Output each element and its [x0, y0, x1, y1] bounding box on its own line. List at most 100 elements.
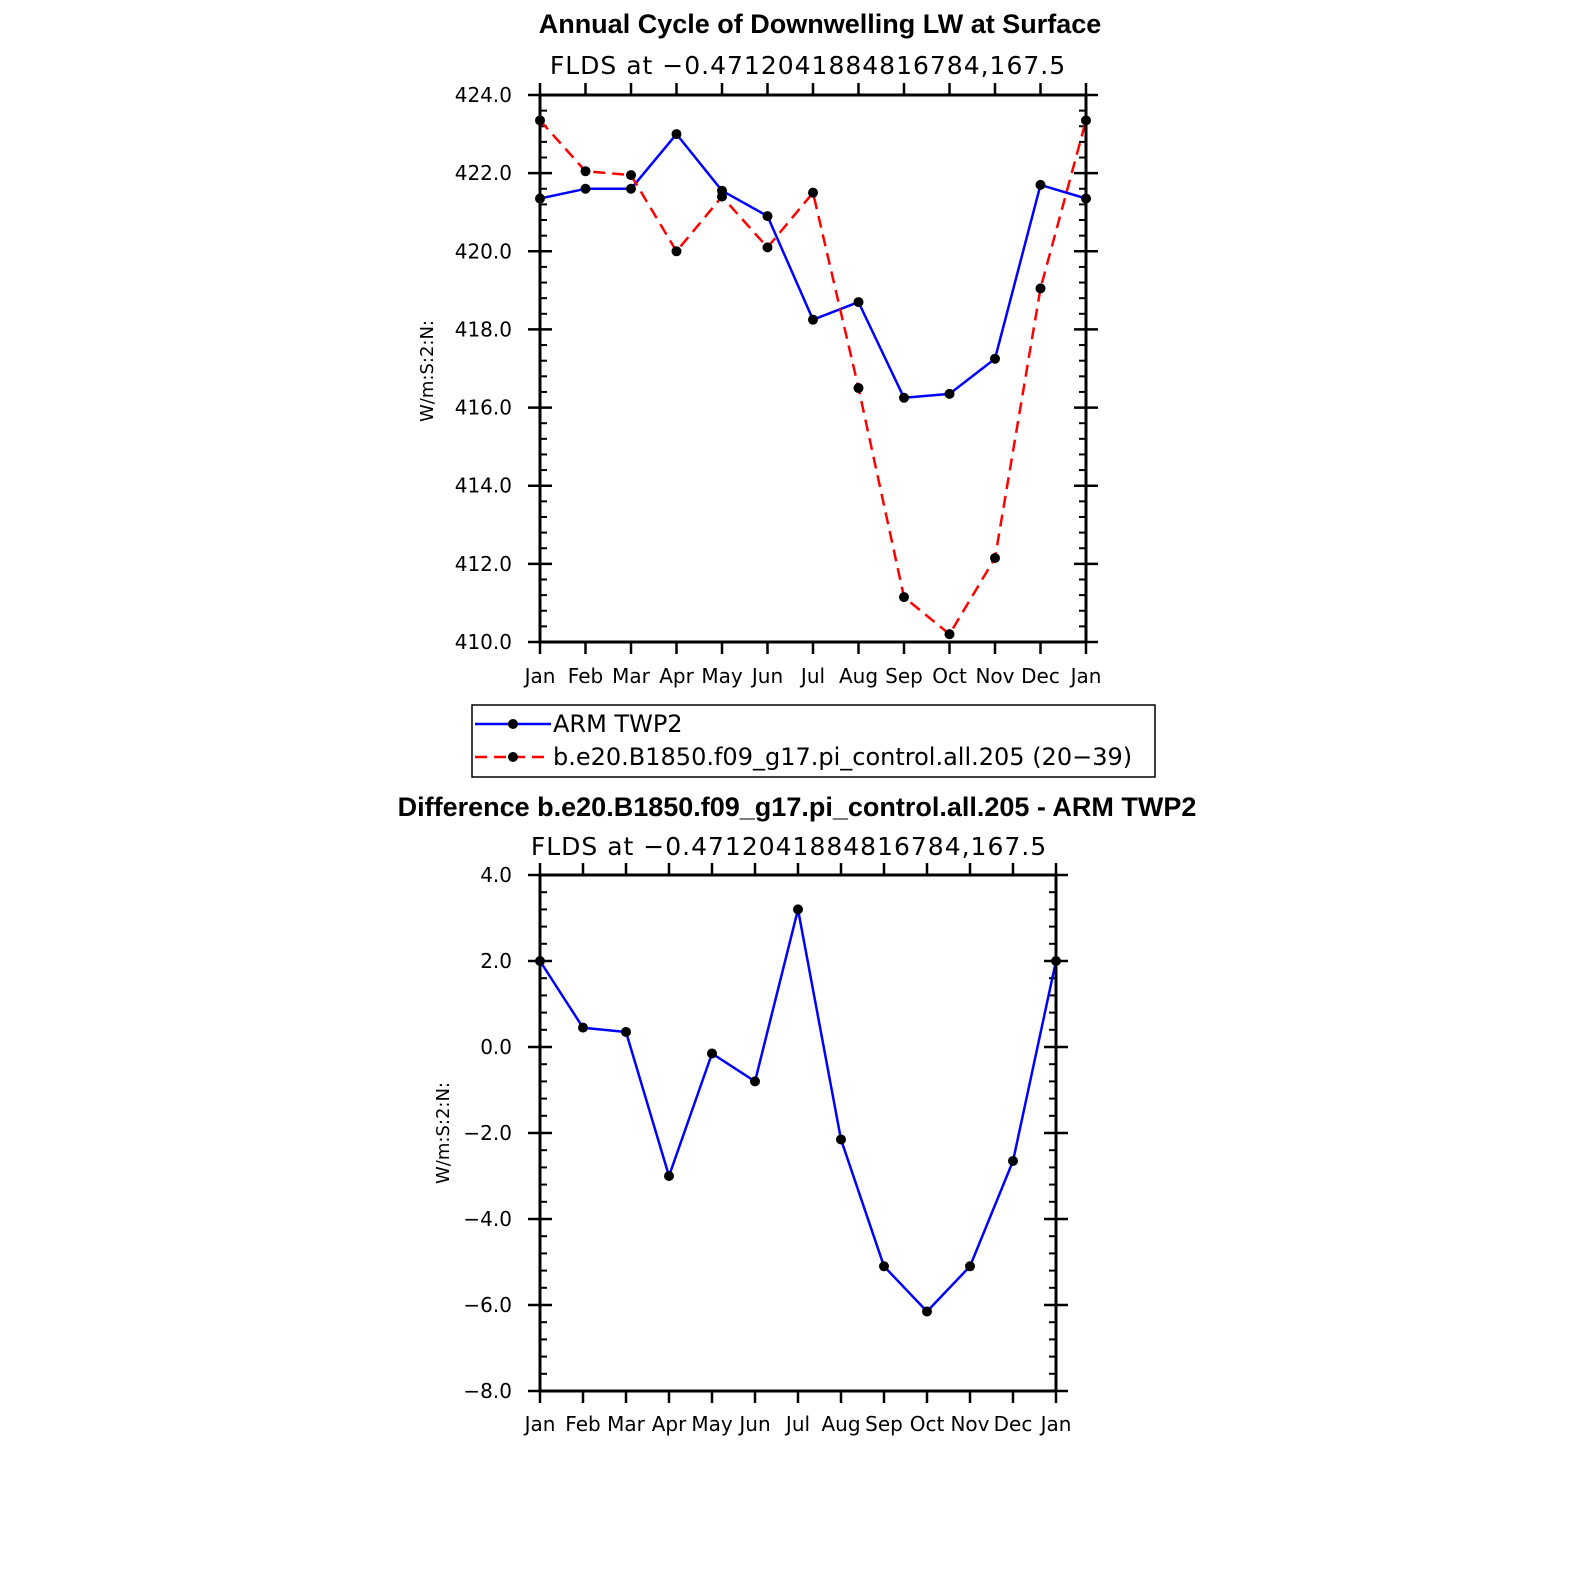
x-tick-label: Aug — [821, 1412, 860, 1436]
x-tick-label: Apr — [652, 1412, 687, 1436]
data-point-1-3 — [671, 246, 682, 257]
bottom-chart-y-axis-label: W/m:S:2:N: — [433, 1082, 454, 1184]
data-point-0-11 — [1035, 179, 1046, 190]
data-point-1-8 — [899, 592, 909, 603]
data-point-1-6 — [808, 187, 818, 198]
bottom-chart-title: Difference b.e20.B1850.f09_g17.pi_contro… — [398, 792, 1197, 822]
x-tick-label: Jan — [1039, 1412, 1072, 1436]
x-tick-label: Jul — [784, 1412, 810, 1436]
data-point-0-3 — [671, 129, 682, 140]
bottom-chart-subtitle: FLDS at −0.4712041884816784,167.5 — [531, 832, 1047, 861]
data-point-0-2 — [621, 1026, 631, 1037]
data-point-0-8 — [879, 1261, 889, 1272]
data-point-1-7 — [853, 383, 864, 394]
data-point-0-2 — [626, 183, 636, 194]
legend: ARM TWP2 b.e20.B1850.f09_g17.pi_control.… — [471, 704, 1156, 778]
x-tick-label: Sep — [885, 664, 923, 688]
top-chart-plot-frame — [538, 93, 1088, 644]
y-tick-label: 416.0 — [455, 396, 512, 420]
data-point-0-10 — [990, 353, 1000, 364]
x-tick-label: Jun — [750, 664, 783, 688]
x-tick-label: Mar — [612, 664, 651, 688]
bottom-chart: Difference b.e20.B1850.f09_g17.pi_contro… — [398, 792, 1197, 1436]
x-tick-label: Apr — [659, 664, 694, 688]
y-tick-label: 424.0 — [455, 83, 512, 107]
y-tick-label: 422.0 — [455, 161, 512, 185]
y-tick-label: 412.0 — [455, 552, 512, 576]
data-point-0-5 — [762, 211, 773, 222]
x-tick-label: Jan — [523, 1412, 556, 1436]
y-tick-label: 0.0 — [480, 1035, 512, 1059]
x-tick-label: Jun — [737, 1412, 770, 1436]
top-chart-x-tick-labels: Jan Feb Mar Apr May Jun Jul Aug Sep Oct Nov Dec Jan — [523, 664, 1102, 688]
data-point-0-1 — [580, 183, 591, 194]
bottom-chart-y-tick-labels: −8.0 −6.0 −4.0 −2.0 0.0 2.0 4.0 — [463, 863, 512, 1403]
legend-entry-model: b.e20.B1850.f09_g17.pi_control.all.205 (… — [475, 743, 1132, 771]
bottom-chart-x-tick-labels: Jan Feb Mar Apr May Jun Jul Aug Sep Oct Nov Dec Jan — [523, 1412, 1072, 1436]
x-tick-label: May — [701, 664, 743, 688]
legend-label-model: b.e20.B1850.f09_g17.pi_control.all.205 (… — [553, 743, 1132, 771]
legend-entry-arm-twp2: ARM TWP2 — [475, 710, 683, 738]
top-chart-subtitle: FLDS at −0.4712041884816784,167.5 — [550, 51, 1066, 80]
top-chart-y-tick-labels: 410.0 412.0 414.0 416.0 418.0 420.0 422.0 424.0 — [455, 83, 512, 654]
x-tick-label: Sep — [865, 1412, 903, 1436]
y-tick-label: −4.0 — [463, 1207, 512, 1231]
y-tick-label: −2.0 — [463, 1121, 512, 1145]
bottom-chart-series — [535, 904, 1061, 1317]
top-chart-series — [535, 115, 1091, 640]
y-tick-label: −8.0 — [463, 1379, 512, 1403]
y-tick-label: 418.0 — [455, 317, 512, 341]
top-chart-axis-ticks — [528, 83, 1098, 654]
data-point-0-7 — [836, 1134, 846, 1145]
data-point-1-2 — [626, 170, 636, 181]
data-point-0-9 — [944, 388, 955, 399]
top-chart-title: Annual Cycle of Downwelling LW at Surfac… — [539, 9, 1102, 39]
legend-label-arm-twp2: ARM TWP2 — [553, 710, 683, 738]
bottom-chart-axis-ticks — [528, 863, 1068, 1403]
y-tick-label: −6.0 — [463, 1293, 512, 1317]
x-tick-label: Feb — [568, 664, 603, 688]
y-tick-label: 4.0 — [480, 863, 512, 887]
data-point-0-4 — [707, 1048, 717, 1059]
bottom-chart-plot-frame — [538, 873, 1058, 1393]
data-point-0-8 — [899, 392, 909, 403]
y-tick-label: 2.0 — [480, 949, 512, 973]
y-tick-label: 414.0 — [455, 474, 512, 498]
data-point-0-5 — [750, 1076, 760, 1087]
data-point-0-11 — [1008, 1155, 1018, 1166]
data-point-1-4 — [717, 191, 727, 202]
x-tick-label: Jan — [523, 664, 556, 688]
top-chart: Annual Cycle of Downwelling LW at Surfac… — [417, 9, 1101, 688]
data-point-0-7 — [853, 297, 864, 308]
data-point-1-9 — [944, 629, 955, 640]
legend-marker — [508, 719, 518, 729]
data-point-0-3 — [664, 1171, 674, 1181]
data-point-0-6 — [793, 904, 803, 915]
y-tick-label: 410.0 — [455, 630, 512, 654]
data-point-1-10 — [990, 552, 1000, 563]
data-point-0-6 — [808, 314, 818, 325]
x-tick-label: Oct — [910, 1412, 945, 1436]
x-tick-label: Jan — [1069, 664, 1102, 688]
x-tick-label: Mar — [607, 1412, 646, 1436]
legend-box — [471, 704, 1156, 778]
x-tick-label: Nov — [950, 1412, 989, 1436]
x-tick-label: Feb — [565, 1412, 600, 1436]
data-point-0-1 — [578, 1022, 588, 1033]
data-point-1-1 — [580, 166, 591, 177]
data-point-0-10 — [965, 1261, 975, 1272]
x-tick-label: Oct — [932, 664, 967, 688]
x-tick-label: Nov — [975, 664, 1014, 688]
top-chart-y-axis-label: W/m:S:2:N: — [417, 320, 438, 422]
data-point-1-11 — [1035, 283, 1046, 294]
x-tick-label: May — [691, 1412, 733, 1436]
x-tick-label: Aug — [839, 664, 878, 688]
legend-marker — [508, 752, 518, 762]
x-tick-label: Dec — [1021, 664, 1060, 688]
y-tick-label: 420.0 — [455, 239, 512, 263]
series-line-0 — [538, 908, 1058, 1313]
data-point-1-5 — [762, 242, 773, 253]
data-point-0-9 — [922, 1306, 932, 1317]
x-tick-label: Dec — [994, 1412, 1033, 1436]
